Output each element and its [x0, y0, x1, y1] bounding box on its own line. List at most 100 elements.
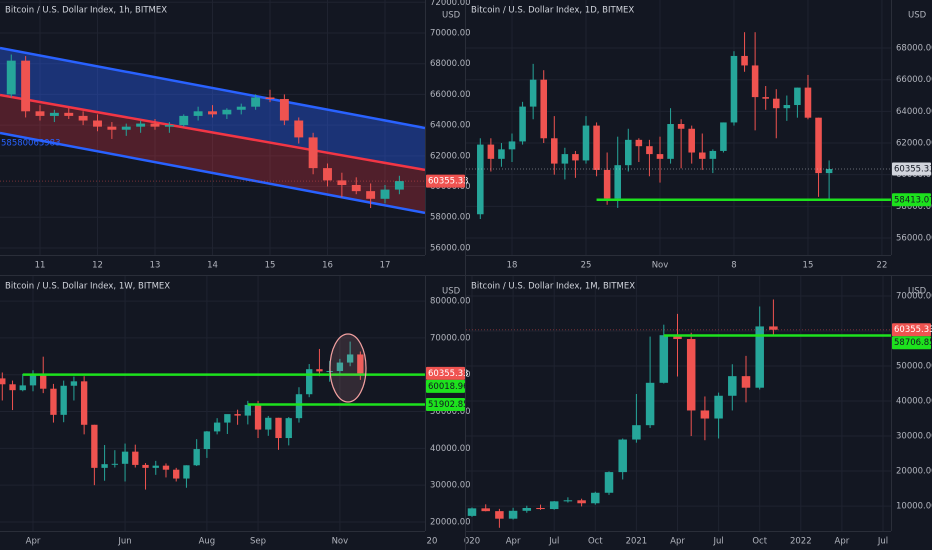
y-tick-label: 30000.00 — [896, 432, 932, 442]
candle-body — [213, 422, 221, 432]
price-tag-label: 60355.33 — [894, 325, 932, 335]
candle-body — [244, 404, 251, 416]
candle-body — [741, 55, 748, 66]
x-tick-label: Jul — [548, 537, 559, 547]
candle-body — [265, 417, 272, 430]
candle-body — [236, 106, 246, 110]
x-tick-label: 15 — [803, 261, 814, 271]
y-tick-label: 20000.00 — [430, 517, 471, 527]
candle-body — [173, 469, 180, 479]
candle-body — [730, 55, 738, 123]
y-tick-label: 80000.00 — [430, 297, 471, 307]
price-tag — [426, 366, 465, 380]
candle-body — [563, 500, 573, 502]
candle-body — [183, 465, 190, 479]
candle-body — [688, 128, 695, 153]
y-tick-label: 56000.00 — [430, 243, 471, 253]
candle-body — [551, 138, 558, 164]
candle-body — [498, 149, 505, 159]
candle-body — [9, 384, 16, 391]
candle-body — [477, 144, 484, 215]
y-tick-label: 20000.00 — [896, 467, 932, 477]
x-tick-label: Aug — [199, 537, 216, 547]
x-tick-label: 11 — [35, 261, 46, 271]
x-tick-label: 25 — [581, 261, 592, 271]
candle-body — [728, 376, 737, 396]
y-tick-label: 10000.00 — [896, 502, 932, 512]
candle-body — [700, 410, 710, 419]
candle-body — [495, 511, 504, 519]
candle-body — [91, 424, 98, 468]
x-tick-label: Apr — [26, 537, 41, 547]
candle-body — [714, 395, 723, 419]
candle-body — [659, 335, 669, 383]
candle-body — [337, 180, 347, 185]
candle-body — [357, 354, 364, 374]
candle-body — [673, 335, 682, 340]
price-tag-label: 60355.33 — [428, 369, 469, 379]
candle-body — [251, 97, 261, 107]
circle-annotation — [329, 333, 367, 403]
candle-body — [64, 112, 74, 116]
y-tick-label: 40000.00 — [896, 397, 932, 407]
y-tick-label: 72000.00 — [430, 0, 471, 8]
x-tick-label: 15 — [265, 261, 276, 271]
candle-body — [751, 65, 759, 98]
candle-body — [152, 465, 159, 468]
y-tick-label: 56000.00 — [896, 233, 932, 243]
candle-body — [380, 189, 390, 199]
candle-body — [487, 144, 495, 159]
candle-body — [21, 60, 31, 112]
currency-label: USD — [442, 11, 461, 21]
chart-title: Bitcoin / U.S. Dollar Index, 1h, BITMEX — [5, 6, 167, 16]
candle-body — [111, 463, 119, 465]
x-tick-label: Nov — [332, 537, 349, 547]
plot-area — [466, 276, 891, 531]
price-tag — [426, 174, 465, 188]
y-tick-label: 62000.00 — [896, 139, 932, 149]
currency-label: USD — [908, 287, 927, 297]
candle-body — [582, 125, 590, 161]
x-tick-label: 2021 — [626, 537, 648, 547]
candle-body — [0, 378, 6, 385]
candle-body — [49, 112, 59, 116]
candle-body — [508, 510, 518, 519]
candle-body — [635, 139, 643, 147]
y-tick-label: 64000.00 — [430, 121, 471, 131]
y-tick-label: 64000.00 — [896, 107, 932, 117]
y-tick-label: 66000.00 — [430, 90, 471, 100]
candle-body — [306, 369, 313, 395]
candle-body — [101, 464, 108, 468]
chart-title: Bitcoin / U.S. Dollar Index, 1W, BITMEX — [5, 282, 170, 292]
candle-body — [40, 374, 47, 389]
candle-body — [234, 414, 241, 416]
candle-body — [35, 111, 45, 116]
candle-body — [107, 126, 117, 130]
candle-body — [762, 97, 769, 99]
x-tick-label: Oct — [752, 537, 767, 547]
candle-body — [78, 115, 88, 121]
x-tick-label: 17 — [380, 261, 391, 271]
candle-body — [351, 184, 361, 192]
price-tag-label: 60355.33 — [894, 165, 932, 175]
candle-body — [667, 124, 674, 159]
price-tag-label: 51902.85 — [428, 400, 469, 410]
price-tag-label: 58706.85 — [894, 338, 932, 348]
price-tag — [426, 398, 465, 412]
currency-label: USD — [442, 287, 461, 297]
candle-body — [755, 326, 764, 388]
x-tick-label: Nov — [652, 261, 669, 271]
candle-body — [70, 381, 78, 386]
y-tick-label: 70000.00 — [430, 29, 471, 39]
y-tick-label: 66000.00 — [896, 75, 932, 85]
pane: 56000.0058000.0060000.0062000.0064000.00… — [466, 0, 932, 271]
candle-body — [136, 123, 146, 127]
candle-body — [618, 439, 627, 473]
x-tick-label: 20 — [427, 537, 438, 547]
candle-body — [794, 87, 801, 106]
candle-body — [656, 154, 664, 159]
candle-body — [265, 97, 275, 100]
candle-body — [561, 154, 569, 164]
